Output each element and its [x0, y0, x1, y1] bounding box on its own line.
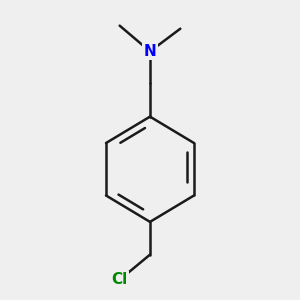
Text: Cl: Cl	[112, 272, 128, 287]
Text: N: N	[144, 44, 156, 59]
